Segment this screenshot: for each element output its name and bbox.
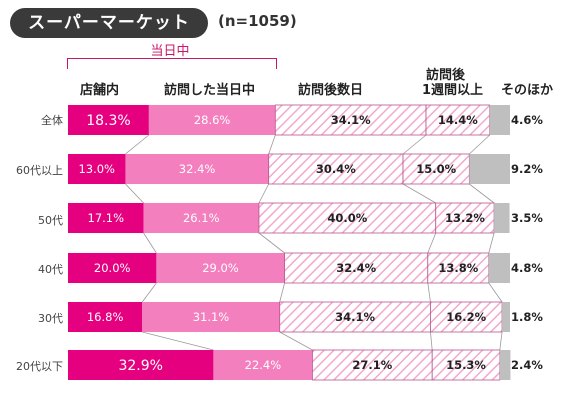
bar-segment: [431, 349, 501, 381]
row-label-20s-under: 20代以下: [16, 360, 63, 373]
data-label: 20.0%: [94, 261, 131, 275]
connector-line: [427, 232, 437, 254]
data-label: 32.4%: [179, 162, 216, 176]
bar-segment: [274, 104, 427, 136]
connector-line: [427, 282, 431, 303]
column-header-week-line1: 訪問後: [426, 68, 466, 83]
data-label: 34.1%: [331, 113, 371, 127]
bar-segment: [258, 202, 437, 234]
bar-segment: [125, 154, 269, 184]
column-header-other: そのほか: [501, 83, 554, 98]
data-label: 13.2%: [445, 211, 485, 225]
bar-segment: [430, 301, 503, 333]
data-label: 28.6%: [194, 113, 231, 127]
data-label: 29.0%: [202, 261, 239, 275]
bar-segment: [427, 252, 490, 284]
connector-line: [125, 134, 150, 155]
bar-segment: [494, 203, 510, 233]
data-label: 16.2%: [446, 310, 486, 324]
data-label: 3.5%: [511, 211, 543, 225]
row-label-60s-plus: 60代以上: [16, 164, 63, 177]
data-label: 26.1%: [183, 211, 220, 225]
same-day-bracket-label: 当日中: [150, 44, 190, 59]
column-header-in-store: 店舗内: [80, 83, 120, 98]
connector-line: [143, 232, 157, 254]
bar-segment: [68, 154, 126, 184]
bar-segment: [469, 154, 510, 184]
bar-segment: [143, 203, 259, 233]
connector-line: [469, 134, 490, 155]
row-label-50s: 50代: [38, 214, 63, 227]
connector-line: [279, 331, 313, 351]
bar-segment: [499, 350, 511, 380]
connector-line: [488, 232, 495, 254]
sample-size: (n=1059): [218, 12, 297, 30]
data-label: 4.8%: [511, 261, 543, 275]
data-label: 31.1%: [193, 310, 230, 324]
connector-line: [258, 232, 285, 254]
bar-segment: [284, 252, 429, 284]
data-label: 9.2%: [511, 162, 543, 176]
connector-line: [499, 331, 503, 351]
data-label: 15.3%: [446, 358, 486, 372]
row-label-30s: 30代: [38, 312, 63, 325]
bar-segment: [156, 253, 285, 283]
bar-segment: [435, 202, 495, 234]
connector-line: [125, 183, 144, 204]
data-label: 34.1%: [335, 310, 375, 324]
data-label: 18.3%: [86, 113, 130, 129]
connector-line: [402, 134, 427, 155]
data-label: 4.6%: [511, 113, 543, 127]
connector-line: [268, 134, 276, 155]
data-label: 1.8%: [511, 310, 543, 324]
same-day-bracket: [67, 58, 277, 69]
row-label-40s: 40代: [38, 263, 63, 276]
connector-line: [488, 282, 503, 303]
data-label: 16.8%: [87, 310, 124, 324]
bar-segment: [425, 104, 491, 136]
data-label: 30.4%: [316, 162, 356, 176]
row-label-all: 全体: [41, 114, 63, 127]
data-label: 13.8%: [438, 261, 478, 275]
data-label: 40.0%: [327, 211, 367, 225]
connector-line: [141, 282, 157, 303]
connector-line: [279, 282, 285, 303]
data-label: 22.4%: [245, 358, 282, 372]
column-header-week-line2: 1週間以上: [422, 83, 484, 98]
connector-line: [430, 331, 433, 351]
data-label: 27.1%: [352, 358, 392, 372]
bar-segment: [68, 105, 149, 135]
column-header-few-days: 訪問後数日: [298, 83, 364, 98]
bar-segment: [213, 350, 313, 380]
data-label: 13.0%: [78, 162, 115, 176]
bar-segment: [148, 105, 276, 135]
connector-line: [402, 183, 436, 204]
chart-title-badge: スーパーマーケット: [10, 8, 208, 38]
bar-segment: [68, 253, 157, 283]
column-header-same-day: 訪問した当日中: [164, 83, 256, 98]
bar-segment: [268, 153, 404, 185]
connector-line: [469, 183, 495, 204]
data-label: 17.1%: [88, 211, 125, 225]
bar-segment: [68, 203, 144, 233]
data-label: 2.4%: [511, 358, 543, 372]
connector-line: [258, 183, 270, 204]
bar-segment: [489, 105, 510, 135]
connector-line: [142, 331, 214, 351]
bar-segment: [279, 301, 431, 333]
bar-segment: [68, 302, 143, 332]
bar-segment: [502, 302, 510, 332]
data-label: 32.4%: [336, 261, 376, 275]
bar-segment: [488, 253, 510, 283]
bar-segment: [142, 302, 280, 332]
data-label: 32.9%: [118, 358, 162, 374]
data-label: 14.4%: [438, 113, 478, 127]
data-label: 15.0%: [416, 162, 456, 176]
bar-segment: [68, 350, 214, 380]
